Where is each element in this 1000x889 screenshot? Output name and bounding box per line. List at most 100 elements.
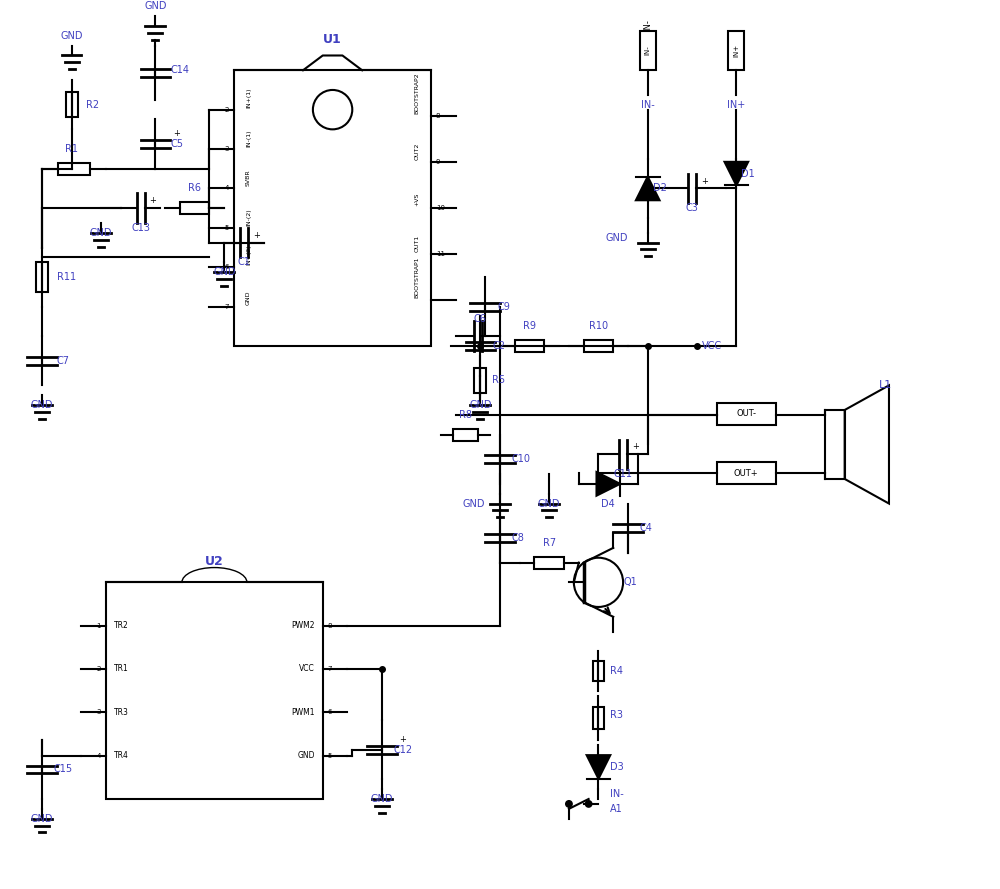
Text: R11: R11 [57, 272, 76, 282]
Text: GND: GND [31, 400, 53, 410]
Bar [515, 340, 544, 352]
Bar [717, 462, 776, 484]
Text: 10: 10 [436, 205, 445, 211]
Text: BOOTSTRAP2: BOOTSTRAP2 [414, 73, 419, 115]
Text: 7: 7 [225, 304, 229, 309]
Text: TR3: TR3 [114, 708, 129, 717]
Text: C15: C15 [54, 765, 73, 774]
Text: R4: R4 [610, 666, 623, 676]
Bar [534, 557, 564, 569]
Text: C5: C5 [170, 139, 183, 149]
Text: R5: R5 [492, 375, 505, 386]
Bar [66, 92, 78, 117]
Text: 4: 4 [97, 753, 101, 758]
Text: 1: 1 [97, 622, 101, 629]
Text: C7: C7 [57, 356, 70, 365]
Text: VCC: VCC [299, 664, 315, 674]
Text: Q1: Q1 [623, 577, 637, 588]
Bar [593, 707, 604, 729]
Text: 7: 7 [328, 666, 332, 672]
Text: D3: D3 [610, 762, 624, 772]
Text: OUT-: OUT- [736, 410, 756, 419]
Text: C12: C12 [394, 745, 413, 755]
Text: +: + [253, 231, 260, 240]
Circle shape [565, 800, 573, 808]
Text: C13: C13 [131, 223, 150, 233]
Text: 2: 2 [225, 107, 229, 113]
Text: +: + [173, 129, 180, 138]
Text: 6: 6 [225, 264, 229, 270]
Polygon shape [587, 755, 610, 779]
Text: C9: C9 [497, 301, 510, 312]
Text: GND: GND [606, 233, 628, 243]
Text: GND: GND [90, 228, 112, 238]
Text: 8: 8 [328, 622, 332, 629]
Text: GND: GND [463, 499, 485, 509]
Text: 6: 6 [328, 709, 332, 716]
Text: +: + [149, 196, 156, 205]
Text: 5: 5 [225, 225, 229, 231]
Bar [36, 262, 48, 292]
Text: IN-: IN- [641, 100, 655, 110]
Text: 8: 8 [436, 113, 440, 119]
Text: GND: GND [31, 813, 53, 824]
Text: GND: GND [297, 751, 315, 760]
Polygon shape [725, 162, 748, 186]
Text: R8: R8 [459, 410, 472, 420]
Text: R1: R1 [65, 144, 78, 154]
Text: TR2: TR2 [114, 621, 129, 630]
Polygon shape [636, 177, 660, 200]
Text: TR4: TR4 [114, 751, 129, 760]
Text: 3: 3 [225, 146, 229, 152]
Text: IN+(2): IN+(2) [246, 244, 251, 265]
Text: C11: C11 [614, 469, 633, 479]
Bar [825, 410, 845, 479]
Text: D4: D4 [601, 499, 615, 509]
Text: GND: GND [371, 794, 393, 804]
Bar [593, 661, 604, 681]
Text: GND: GND [213, 268, 236, 277]
Bar [474, 368, 486, 393]
Text: R2: R2 [86, 100, 100, 109]
Text: IN-: IN- [610, 789, 624, 799]
Bar [584, 340, 613, 352]
Text: +: + [701, 177, 708, 186]
Bar [453, 428, 478, 441]
Text: OUT+: OUT+ [734, 469, 759, 477]
Text: 4: 4 [225, 186, 229, 191]
Text: +: + [632, 443, 639, 452]
Text: R10: R10 [589, 321, 608, 332]
Text: TR1: TR1 [114, 664, 129, 674]
Text: IN+: IN+ [727, 100, 745, 110]
Bar [58, 163, 90, 174]
Text: +: + [400, 735, 406, 744]
Bar [106, 582, 323, 799]
Text: IN-(2): IN-(2) [246, 208, 251, 226]
Text: 11: 11 [436, 251, 445, 257]
Text: C10: C10 [512, 454, 531, 464]
Text: R7: R7 [543, 538, 556, 548]
Text: C14: C14 [170, 65, 189, 76]
Circle shape [585, 800, 593, 808]
Text: U1: U1 [323, 33, 342, 45]
Bar [717, 403, 776, 425]
Text: A1: A1 [610, 804, 623, 813]
Text: 5: 5 [328, 753, 332, 758]
Text: OUT1: OUT1 [414, 235, 419, 252]
Polygon shape [597, 472, 620, 496]
Text: 3: 3 [97, 709, 101, 716]
Bar [180, 202, 209, 214]
Text: +VS: +VS [414, 193, 419, 206]
Text: GND: GND [469, 400, 492, 410]
Text: OUT2: OUT2 [414, 143, 419, 160]
Text: C6: C6 [474, 315, 487, 324]
Text: D1: D1 [741, 169, 755, 179]
Text: R9: R9 [523, 321, 536, 332]
Text: IN+: IN+ [733, 44, 739, 57]
Bar [234, 70, 431, 346]
Text: D2: D2 [653, 183, 667, 194]
Text: GND: GND [538, 499, 560, 509]
Text: IN-(1): IN-(1) [246, 130, 251, 147]
Text: L1: L1 [879, 380, 892, 390]
Text: C3: C3 [686, 204, 698, 213]
